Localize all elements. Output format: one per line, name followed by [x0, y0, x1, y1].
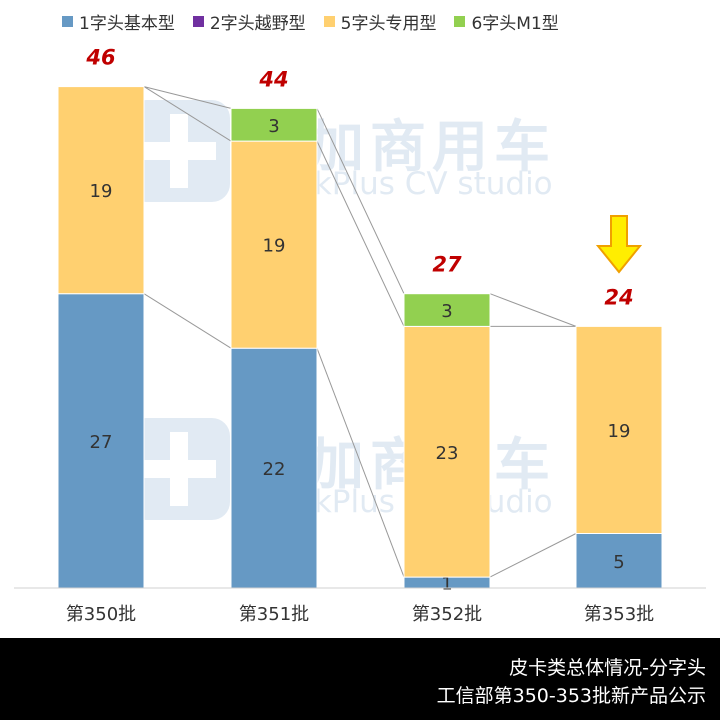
- legend-label-6: 6字头M1型: [471, 14, 559, 34]
- data-label: 23: [436, 443, 459, 464]
- legend-item-5: 5字头专用型: [323, 9, 437, 34]
- category-label: 第351批: [239, 604, 309, 625]
- data-label: 5: [613, 552, 624, 573]
- connector-line: [489, 293, 577, 327]
- connector-line: [143, 293, 232, 349]
- connector-line: [143, 86, 232, 109]
- total-label: 27: [432, 253, 462, 277]
- connector-line: [489, 533, 577, 578]
- bar-segment: [230, 107, 318, 142]
- stacked-bar-chart: 27 19 46 第350批 22 19 3 44 第351批 1 23 3 27 第352批 5 19 24 第…: [14, 46, 706, 625]
- footer-banner: 皮卡类总体情况-分字头 工信部第350-353批新产品公示: [0, 638, 720, 720]
- bar-segment: [57, 86, 145, 295]
- connector-line: [316, 108, 405, 294]
- connector-lines: [143, 86, 577, 578]
- bar-segment: [403, 325, 491, 578]
- connector-line: [316, 348, 405, 578]
- data-label: 19: [608, 421, 631, 442]
- category-label: 第353批: [584, 604, 654, 625]
- chart-legend: 1字头基本型 2字头越野型 5字头专用型 6字头M1型: [62, 9, 559, 34]
- footer-subtitle: 工信部第350-353批新产品公示: [436, 685, 706, 707]
- footer-title: 皮卡类总体情况-分字头: [509, 657, 706, 679]
- down-arrow-icon: [595, 215, 643, 274]
- data-label: 22: [263, 459, 286, 480]
- category-label: 第352批: [412, 604, 482, 625]
- legend-item-2: 2字头越野型: [192, 9, 306, 34]
- legend-label-1: 1字头基本型: [79, 14, 175, 34]
- data-label: 27: [90, 432, 113, 453]
- connector-line: [143, 86, 232, 142]
- bar-segment: [575, 325, 663, 534]
- connector-line: [316, 140, 405, 327]
- legend-item-6: 6字头M1型: [454, 9, 559, 34]
- legend-swatch-2: [192, 16, 204, 27]
- data-label: 19: [90, 181, 113, 202]
- total-label: 44: [258, 67, 288, 91]
- legend-swatch-5: [323, 16, 335, 27]
- legend-item-1: 1字头基本型: [62, 9, 175, 34]
- legend-swatch-6: [454, 16, 466, 27]
- legend-swatch-1: [62, 16, 73, 27]
- bar-segment: [403, 293, 491, 327]
- data-label: 3: [441, 301, 452, 322]
- data-label: 19: [263, 236, 286, 257]
- total-label: 24: [604, 285, 633, 309]
- category-label: 第350批: [66, 604, 136, 625]
- legend-label-5: 5字头专用型: [340, 14, 437, 34]
- data-label: 3: [268, 116, 279, 137]
- legend-label-2: 2字头越野型: [209, 14, 306, 34]
- bar-segment: [230, 347, 318, 589]
- data-label: 1: [441, 574, 452, 595]
- total-label: 46: [85, 46, 115, 70]
